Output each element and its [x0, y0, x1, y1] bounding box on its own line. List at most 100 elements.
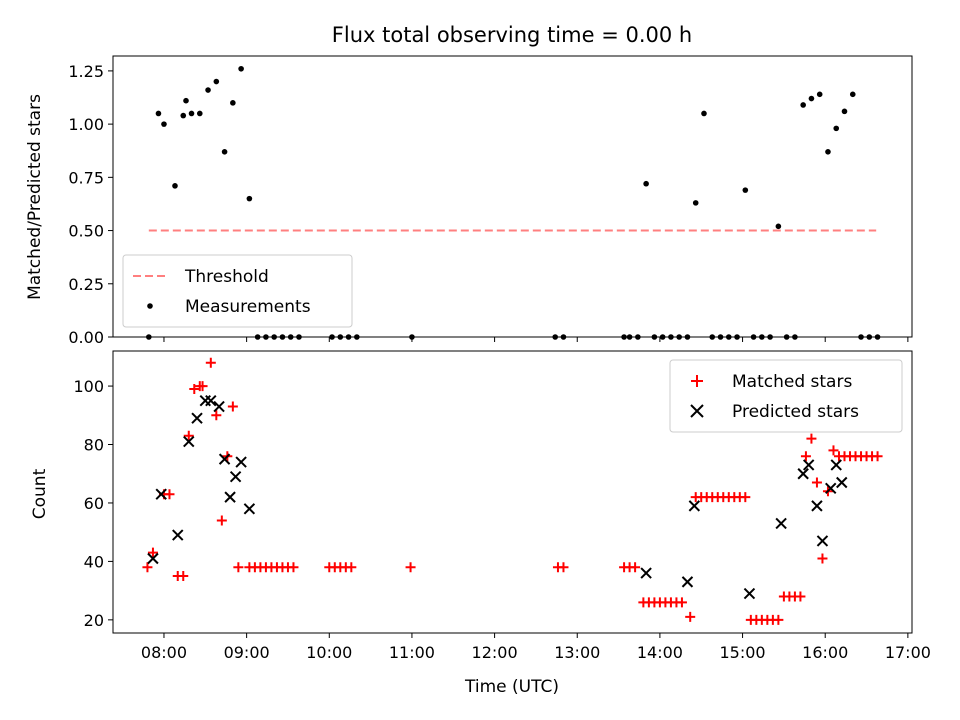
- bottom-legend-matched-stars-label: Matched stars: [732, 372, 852, 392]
- bottom-predicted-stars-point: [775, 517, 787, 530]
- bottom-matched-stars-point: [183, 430, 194, 441]
- bottom-predicted-stars-point: [147, 552, 159, 565]
- bottom-x-tick-label: 08:00: [141, 643, 187, 662]
- top-measurements-point: [816, 91, 823, 98]
- bottom-matched-stars-point: [346, 562, 357, 573]
- top-measurements-point: [734, 334, 740, 340]
- top-y-tick-label: 0.50: [68, 222, 104, 241]
- bottom-matched-stars-point: [811, 477, 822, 488]
- top-measurements-point: [183, 97, 189, 104]
- top-measurements-point: [172, 183, 178, 189]
- top-measurements-point: [230, 100, 236, 106]
- bottom-predicted-stars-point: [235, 456, 247, 468]
- bottom-predicted-stars-point: [213, 400, 225, 413]
- bottom-matched-stars-point: [211, 410, 222, 421]
- top-measurements-point: [676, 334, 682, 340]
- bottom-matched-stars-point: [227, 401, 238, 412]
- bottom-matched-stars-point: [197, 381, 208, 392]
- top-measurements-point: [800, 102, 806, 108]
- top-measurements-point: [841, 108, 848, 115]
- top-measurements-point: [329, 334, 335, 340]
- bottom-predicted-stars-point: [224, 491, 236, 503]
- top-measurements-point: [155, 110, 162, 117]
- bottom-predicted-stars-point: [830, 459, 842, 471]
- top-measurements-point: [668, 334, 674, 340]
- bottom-predicted-stars-point: [155, 488, 167, 500]
- bottom-matched-stars-point: [872, 451, 883, 462]
- top-measurements-point: [263, 334, 269, 340]
- top-measurements-point: [345, 334, 352, 340]
- bottom-legend-predicted-stars-swatch: [690, 404, 704, 418]
- bottom-predicted-stars-point: [836, 476, 848, 489]
- top-measurements-point: [246, 195, 253, 202]
- top-measurements-point: [560, 334, 567, 340]
- bottom-x-tick-label: 11:00: [389, 643, 435, 662]
- bottom-legend-matched-stars-swatch: [691, 375, 703, 387]
- top-measurements-point: [254, 334, 261, 340]
- top-measurements-point: [866, 334, 873, 340]
- top-legend-box: [122, 254, 353, 328]
- top-measurements-point: [205, 87, 211, 93]
- bottom-predicted-stars-point: [743, 587, 756, 600]
- bottom-x-tick-label: 10:00: [306, 643, 352, 662]
- top-measurements-point: [849, 91, 856, 98]
- top-measurements-point: [808, 95, 815, 102]
- bottom-matched-stars-point: [685, 611, 696, 622]
- top-measurements-point: [825, 148, 831, 155]
- top-measurements-point: [146, 334, 152, 340]
- top-y-tick-label: 0.00: [68, 328, 104, 347]
- top-measurements-point: [287, 334, 294, 340]
- top-measurements-point: [750, 334, 757, 340]
- bottom-matched-stars-point: [828, 445, 839, 456]
- bottom-predicted-stars-point: [243, 503, 256, 515]
- bottom-matched-stars-point: [795, 591, 806, 602]
- top-measurements-point: [337, 334, 344, 340]
- top-measurements-point: [833, 125, 840, 132]
- bottom-axes-frame: [112, 350, 913, 634]
- top-measurements-point: [296, 334, 302, 340]
- bottom-matched-stars-point: [216, 515, 227, 526]
- top-measurements-point: [767, 334, 773, 340]
- top-measurements-point: [552, 334, 559, 340]
- bottom-matched-stars-point: [189, 383, 200, 394]
- bottom-predicted-stars-point: [183, 435, 195, 448]
- top-legend-measurements-label: Measurements: [185, 297, 311, 317]
- bottom-predicted-stars-point: [218, 453, 231, 465]
- bottom-matched-stars-point: [817, 553, 828, 564]
- top-y-axis-label: Matched/Predicted stars: [25, 94, 45, 300]
- bottom-predicted-stars-point: [811, 500, 823, 512]
- bottom-predicted-stars-point: [172, 529, 184, 541]
- top-measurements-point: [792, 334, 798, 340]
- bottom-matched-stars-point: [147, 547, 158, 558]
- top-measurements-point: [643, 180, 649, 187]
- bottom-x-axis-label: Time (UTC): [464, 677, 559, 697]
- top-measurements-point: [409, 334, 415, 340]
- top-measurements-point: [196, 110, 203, 117]
- top-measurements-point: [188, 110, 195, 117]
- top-measurements-point: [717, 334, 724, 340]
- bottom-predicted-stars-point: [205, 394, 217, 407]
- top-measurements-point: [635, 334, 641, 340]
- bottom-matched-stars-point: [142, 562, 153, 573]
- top-measurements-point: [621, 334, 627, 340]
- top-y-tick-label: 0.25: [68, 275, 104, 294]
- top-measurements-point: [692, 200, 699, 206]
- bottom-matched-stars-point: [806, 433, 817, 444]
- bottom-legend-box: [669, 359, 903, 433]
- top-measurements-point: [659, 334, 666, 340]
- top-y-tick-label: 0.75: [68, 168, 104, 187]
- top-measurements-point: [238, 65, 244, 72]
- bottom-predicted-stars-point: [640, 567, 652, 579]
- bottom-x-tick-label: 14:00: [637, 643, 683, 662]
- bottom-predicted-stars-point: [825, 482, 837, 495]
- top-measurements-point: [725, 334, 732, 340]
- top-measurements-point: [354, 334, 360, 340]
- bottom-x-tick-label: 15:00: [720, 643, 766, 662]
- bottom-predicted-stars-point: [688, 500, 701, 512]
- bottom-predicted-stars-point: [191, 412, 203, 424]
- bottom-x-tick-label: 12:00: [472, 643, 518, 662]
- bottom-matched-stars-point: [800, 451, 811, 462]
- bottom-y-axis-label: Count: [30, 468, 50, 519]
- bottom-y-tick-label: 20: [84, 611, 104, 630]
